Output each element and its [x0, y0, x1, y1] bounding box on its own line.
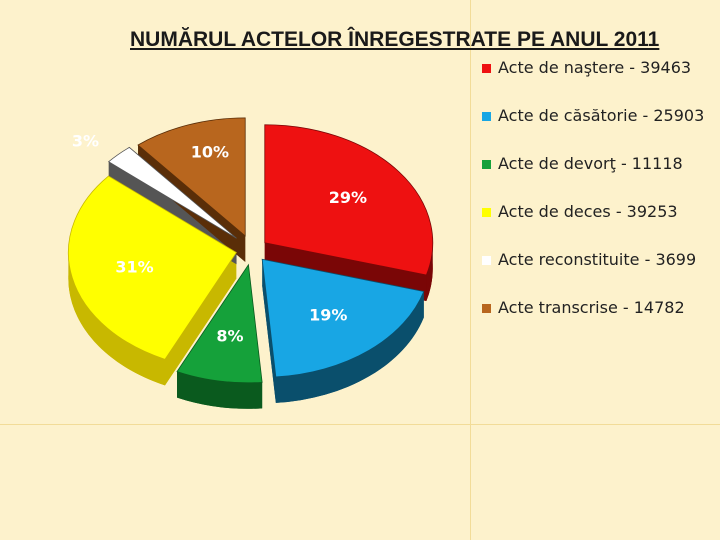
pie-slice-rim-1: [275, 291, 424, 403]
pie-slice-5: [137, 117, 246, 237]
pie-slice-label-1: 19%: [309, 305, 347, 324]
legend-swatch: [482, 160, 491, 169]
pie-slice-4: [107, 146, 237, 239]
pie-slice-0: [264, 124, 434, 276]
guide-line-vertical: [470, 0, 471, 540]
legend-label: Acte reconstituite - 3699: [498, 250, 697, 269]
pie-slice-3: [67, 175, 237, 360]
guide-line-horizontal: [0, 424, 720, 425]
legend-label: Acte de căsătorie - 25903: [498, 106, 705, 125]
legend-item: Acte de devorţ - 11118: [478, 152, 708, 176]
legend: Acte de naştere - 39463 Acte de căsătorie…: [478, 56, 708, 344]
legend-swatch: [482, 64, 491, 73]
legend-item: Acte de deces - 39253: [478, 200, 708, 224]
pie-slice-rim-3: [68, 252, 165, 386]
legend-item: Acte de naştere - 39463: [478, 56, 708, 80]
legend-item: Acte de căsătorie - 25903: [478, 104, 708, 128]
pie-slice-rim-2: [177, 371, 263, 409]
legend-item: Acte reconstituite - 3699: [478, 248, 708, 272]
pie-chart: 29% 19% 8% 31% 3% 10%: [67, 117, 434, 409]
chart-title: NUMĂRUL ACTELOR ÎNREGESTRATE PE ANUL 201…: [130, 28, 660, 51]
legend-item: Acte transcrise - 14782: [478, 296, 708, 320]
legend-label: Acte transcrise - 14782: [498, 298, 685, 317]
pie-slice-label-4: 3%: [72, 132, 99, 151]
legend-swatch: [482, 208, 491, 217]
legend-swatch: [482, 304, 491, 313]
pie-slice-rim-0: [426, 242, 433, 301]
pie-slice-2: [176, 263, 263, 384]
legend-swatch: [482, 112, 491, 121]
pie-slice-wall-0: [264, 124, 427, 301]
legend-swatch: [482, 256, 491, 265]
legend-label: Acte de naştere - 39463: [498, 58, 692, 77]
pie-slice-label-0: 29%: [329, 188, 367, 207]
pie-slice-label-2: 8%: [216, 326, 243, 345]
legend-label: Acte de devorţ - 11118: [498, 154, 683, 173]
pie-slice-label-3: 31%: [115, 258, 153, 277]
legend-label: Acte de deces - 39253: [498, 202, 678, 221]
pie-slice-label-5: 10%: [191, 143, 229, 162]
pie-slice-1: [261, 258, 425, 378]
